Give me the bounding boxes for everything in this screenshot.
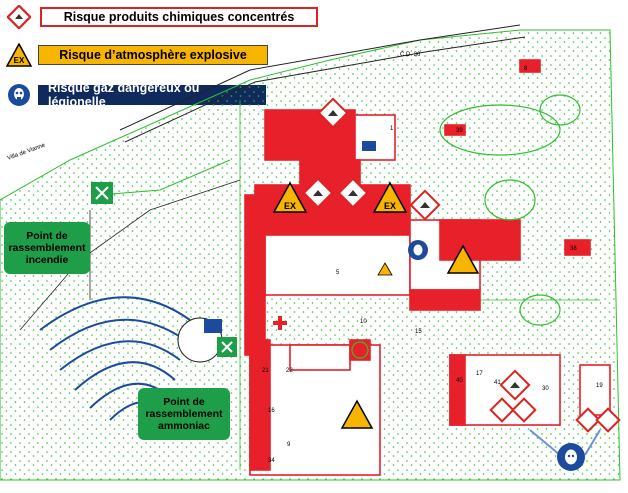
legend-explosive: EX Risque d’atmosphère explosive <box>6 42 268 68</box>
road-label-cd36: C.D. 36 <box>400 52 421 58</box>
road-label-street: Villa de Vianne <box>7 142 47 161</box>
ex-warning-triangle-icon: EX <box>372 181 408 213</box>
legend-explosive-label: Risque d’atmosphère explosive <box>38 45 268 65</box>
blue-sign-icon <box>362 141 376 151</box>
chemical-hazard-diamond-icon <box>489 397 515 423</box>
building-label-16: 16 <box>268 408 275 414</box>
building-label-15: 15 <box>415 329 422 335</box>
building-label-8: 8 <box>524 66 528 72</box>
chemical-hazard-diamond-icon <box>409 189 441 221</box>
building-label-38: 38 <box>570 246 577 252</box>
ammonia-warning-triangle-icon <box>340 399 374 429</box>
chemical-hazard-diamond-icon <box>302 177 334 209</box>
building-label-9: 9 <box>287 442 291 448</box>
chemical-hazard-diamond-icon <box>337 177 369 209</box>
building-label-39: 39 <box>456 128 463 134</box>
chemical-hazard-diamond-icon <box>499 369 531 401</box>
building-label-30: 30 <box>542 386 549 392</box>
chemical-hazard-diamond-icon <box>317 97 349 129</box>
chemical-hazard-diamond-icon <box>511 397 537 423</box>
svg-text:EX: EX <box>384 201 396 211</box>
gas-mask-icon <box>6 82 32 108</box>
ammonia-assembly-point: Point de rassemblement ammoniac <box>138 388 230 440</box>
legend-chemical: Risque produits chimiques concentrés <box>6 4 318 30</box>
fire-assembly-point: Point de rassemblement incendie <box>4 222 90 274</box>
chemical-hazard-diamond-icon <box>575 407 601 433</box>
building-label-17: 17 <box>476 371 483 377</box>
blue-sign-icon <box>204 319 222 333</box>
radiation-triangle-icon <box>377 262 393 276</box>
building-label-41: 41 <box>494 380 501 386</box>
gas-mask-icon <box>557 443 585 471</box>
gas-mask-icon <box>408 240 428 260</box>
ex-warning-triangle-icon: EX <box>272 181 308 213</box>
main-road-edge <box>119 24 521 131</box>
building-label-22: 22 <box>286 368 293 374</box>
assembly-marker-icon <box>91 182 113 204</box>
legend-chemical-label: Risque produits chimiques concentrés <box>40 7 318 27</box>
building-label-5: 5 <box>336 270 340 276</box>
building-label-21: 21 <box>262 368 269 374</box>
explosive-markers: EX EX <box>272 181 480 429</box>
assembly-marker-icon <box>217 337 237 357</box>
building-label-1: 1 <box>390 126 394 132</box>
ammonia-warning-triangle-icon <box>446 244 480 274</box>
chemical-hazard-markers <box>302 97 621 433</box>
svg-text:EX: EX <box>284 201 296 211</box>
first-aid-icon <box>273 316 287 330</box>
main-road-edge-2 <box>124 36 526 143</box>
building-label-40: 40 <box>456 378 463 384</box>
chemical-hazard-diamond-icon <box>6 4 32 30</box>
building-label-34: 34 <box>268 458 275 464</box>
svg-text:EX: EX <box>14 56 25 65</box>
building-label-19: 19 <box>596 383 603 389</box>
ex-warning-triangle-icon: EX <box>6 42 32 68</box>
building-label-10: 10 <box>360 319 367 325</box>
chemical-hazard-diamond-icon <box>595 407 621 433</box>
